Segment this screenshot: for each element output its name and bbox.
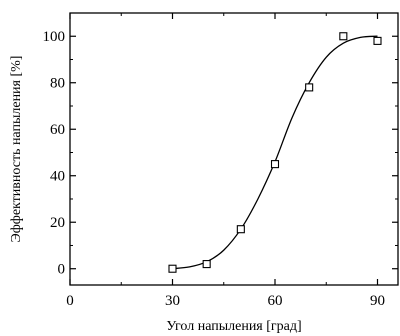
y-tick-label-80: 80 <box>50 76 65 92</box>
data-point-6 <box>373 36 382 45</box>
x-tick-label-30: 30 <box>165 293 180 309</box>
x-tick-label-60: 60 <box>268 293 283 309</box>
y-tick-label-0: 0 <box>58 262 66 278</box>
data-point-3 <box>270 160 280 169</box>
plot-area: 0 30 60 90 0 20 40 60 80 100 <box>43 12 399 309</box>
y-axis-label: Эффективность напыления [%] <box>9 56 24 243</box>
data-point-2 <box>236 225 245 234</box>
y-tick-label-100: 100 <box>43 29 66 45</box>
data-point-0 <box>168 264 177 273</box>
y-tick-label-60: 60 <box>50 122 65 138</box>
y-tick-label-40: 40 <box>50 169 65 185</box>
fit-curve <box>172 35 378 270</box>
x-tick-label-0: 0 <box>66 293 74 309</box>
x-axis-label: Угол напыления [град] <box>166 319 301 334</box>
y-tick-label-20: 20 <box>50 215 65 231</box>
data-point-4 <box>305 83 314 92</box>
data-point-1 <box>202 260 211 269</box>
x-tick-label-90: 90 <box>370 293 385 309</box>
data-point-5 <box>339 32 348 41</box>
plot-frame <box>69 12 399 286</box>
